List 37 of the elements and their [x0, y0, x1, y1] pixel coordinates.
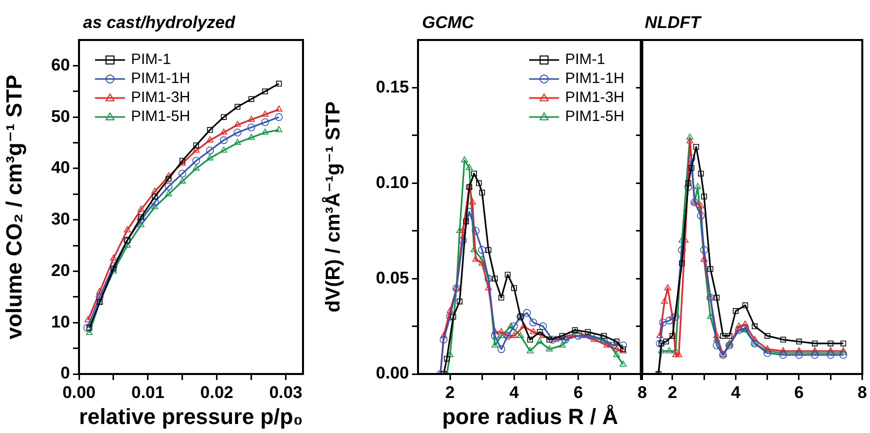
- x-tick-label: 6: [573, 382, 583, 402]
- x-tick-label: 0.01: [131, 382, 164, 402]
- chart-title: as cast/hydrolyzed: [83, 13, 236, 32]
- y-tick-label: 0.15: [376, 77, 409, 96]
- chart-title: GCMC: [422, 13, 475, 32]
- x-tick-label: 2: [668, 382, 678, 402]
- y-tick-label: 50: [51, 106, 70, 126]
- x-tick-label: 6: [794, 382, 804, 402]
- legend-label: PIM1-1H: [565, 70, 624, 88]
- chart-title: NLDFT: [644, 13, 702, 32]
- legend-label: PIM1-5H: [565, 108, 624, 126]
- x-tick-label: 4: [509, 382, 520, 402]
- x-tick-label: 2: [445, 382, 455, 402]
- y-axis-title: dV(R) / cm³Å⁻¹g⁻¹ STP: [322, 101, 345, 313]
- legend-label: PIM1-3H: [565, 89, 624, 106]
- legend-label: PIM1-1H: [131, 70, 190, 88]
- legend-label: PIM1-3H: [131, 89, 190, 106]
- x-axis-title: pore radius R / Å: [442, 404, 618, 429]
- y-tick-label: 40: [51, 158, 70, 178]
- x-tick-label: 0.02: [200, 382, 234, 402]
- y-tick-label: 10: [51, 312, 70, 332]
- y-tick-label: 0.10: [376, 172, 409, 192]
- y-tick-label: 0.00: [376, 364, 409, 383]
- x-tick-label: 0.03: [269, 382, 302, 402]
- x-tick-label: 8: [858, 382, 868, 402]
- x-axis-title: relative pressure p/p₀: [79, 404, 303, 429]
- legend-label: PIM1-5H: [131, 108, 190, 126]
- legend-label: PIM-1: [131, 51, 172, 68]
- x-tick-label: 4: [730, 382, 741, 402]
- legend-label: PIM-1: [565, 51, 606, 68]
- y-axis-title: volume CO₂ / cm³g⁻¹ STP: [1, 74, 26, 340]
- y-tick-label: 0.05: [376, 268, 409, 288]
- y-tick-label: 60: [51, 55, 70, 74]
- y-tick-label: 20: [51, 260, 70, 280]
- y-tick-label: 0: [60, 364, 70, 383]
- y-tick-label: 30: [51, 210, 70, 229]
- x-tick-label: 8: [638, 382, 648, 402]
